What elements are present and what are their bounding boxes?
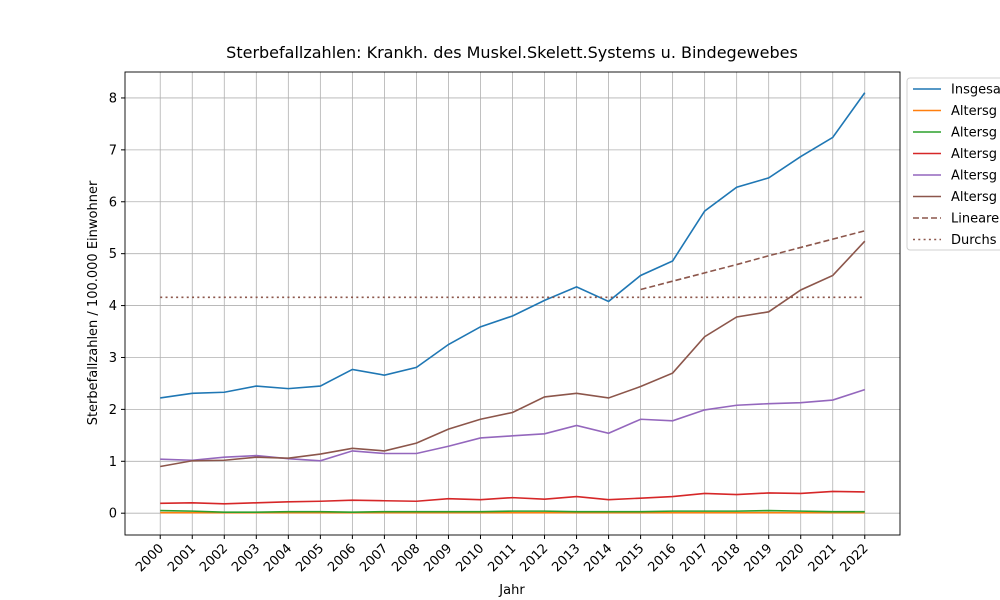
x-tick-label: 2020	[774, 541, 808, 575]
x-tick-label: 2007	[357, 541, 391, 575]
series-line	[160, 240, 866, 468]
x-tick-label: 2001	[165, 541, 199, 575]
x-tick-label: 2010	[453, 541, 487, 575]
legend-label: Altersg	[951, 126, 997, 141]
x-tick-label: 2004	[261, 541, 295, 575]
x-tick-label: 2016	[645, 541, 679, 575]
y-tick-label: 8	[109, 91, 117, 106]
series-line	[160, 509, 865, 513]
y-tick-label: 5	[109, 247, 117, 262]
y-tick-label: 4	[109, 299, 117, 314]
x-tick-label: 2012	[517, 541, 551, 575]
x-tick-label: 2003	[229, 541, 263, 575]
x-tick-label: 2008	[389, 541, 423, 575]
x-tick-label: 2009	[421, 541, 455, 575]
legend-box	[906, 77, 1000, 251]
series-line	[160, 92, 866, 399]
x-tick-label: 2011	[485, 541, 519, 575]
x-tick-label: 2000	[133, 541, 167, 575]
legend-label: Durchs	[951, 233, 997, 248]
x-tick-label: 2013	[549, 541, 583, 575]
legend-label: Altersg	[951, 190, 997, 205]
x-tick-label: 2017	[677, 541, 711, 575]
series-line	[160, 490, 865, 505]
x-tick-label: 2019	[742, 541, 776, 575]
y-tick-label: 0	[109, 507, 117, 522]
x-tick-label: 2014	[581, 541, 615, 575]
series-line	[640, 230, 865, 291]
legend-label: Altersg	[951, 147, 997, 162]
x-tick-label: 2022	[838, 541, 872, 575]
legend-label: Lineare	[951, 212, 999, 227]
x-tick-label: 2018	[709, 541, 743, 575]
y-tick-label: 2	[109, 403, 117, 418]
y-tick-label: 1	[109, 455, 117, 470]
legend-label: Altersg	[951, 104, 997, 119]
x-tick-label: 2002	[197, 541, 231, 575]
legend-label: Altersg	[951, 169, 997, 184]
y-tick-label: 3	[109, 351, 117, 366]
y-axis-label: Sterbefallzahlen / 100.000 Einwohner	[86, 180, 101, 425]
x-tick-label: 2006	[325, 541, 359, 575]
x-axis-label: Jahr	[498, 583, 525, 598]
plot-frame	[124, 71, 901, 536]
y-tick-label: 7	[109, 143, 117, 158]
x-tick-label: 2021	[806, 541, 840, 575]
x-tick-label: 2015	[613, 541, 647, 575]
chart-title: Sterbefallzahlen: Krankh. des Muskel.Ske…	[226, 43, 798, 62]
x-tick-label: 2005	[293, 541, 327, 575]
y-tick-label: 6	[109, 195, 117, 210]
legend-label: Insgesa	[951, 83, 1000, 98]
